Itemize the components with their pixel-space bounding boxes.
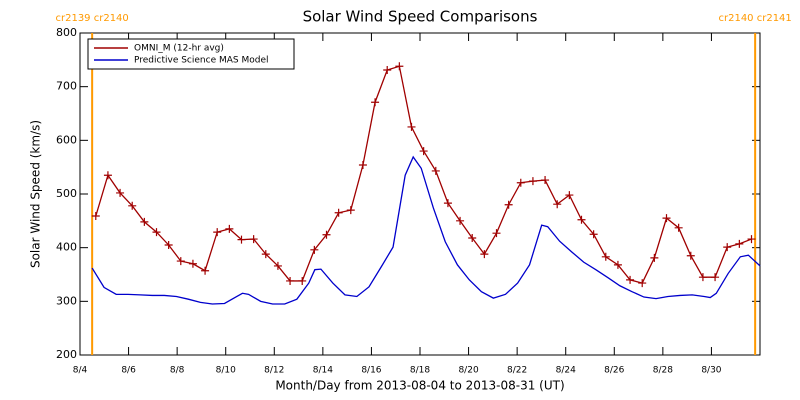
point-marker <box>334 208 343 217</box>
legend-label: OMNI_M (12-hr avg) <box>134 44 224 54</box>
point-marker <box>286 276 295 285</box>
x-tick-label: 8/30 <box>701 366 721 376</box>
x-tick-label: 8/28 <box>653 366 673 376</box>
x-axis-label: Month/Day from 2013-08-04 to 2013-08-31 … <box>275 379 564 393</box>
point-marker <box>528 177 537 186</box>
point-marker <box>456 216 465 225</box>
point-marker <box>553 200 562 209</box>
point-marker <box>140 217 149 226</box>
point-marker <box>237 235 246 244</box>
point-marker <box>504 200 513 209</box>
point-marker <box>686 251 695 260</box>
point-marker <box>589 230 598 239</box>
x-tick-label: 8/8 <box>170 366 185 376</box>
x-tick-label: 8/20 <box>458 366 478 376</box>
point-marker <box>626 275 635 284</box>
point-marker <box>735 239 744 248</box>
point-marker <box>650 253 659 262</box>
x-tick-label: 8/4 <box>73 366 88 376</box>
y-tick-label: 500 <box>56 187 77 200</box>
point-marker <box>638 279 647 288</box>
point-marker <box>261 250 270 259</box>
x-tick-label: 8/14 <box>313 366 333 376</box>
x-tick-label: 8/26 <box>604 366 624 376</box>
y-tick-label: 300 <box>56 294 77 307</box>
point-marker <box>698 273 707 282</box>
point-marker <box>723 243 732 252</box>
point-marker <box>371 98 380 107</box>
x-tick-label: 8/10 <box>216 366 236 376</box>
y-axis-label: Solar Wind Speed (km/s) <box>29 120 43 268</box>
annotation: cr2140 cr2141 <box>718 13 791 24</box>
x-tick-label: 8/24 <box>556 366 576 376</box>
point-marker <box>213 228 222 237</box>
point-marker <box>298 276 307 285</box>
chart-title: Solar Wind Speed Comparisons <box>303 8 538 26</box>
point-marker <box>188 259 197 268</box>
y-tick-label: 200 <box>56 348 77 361</box>
point-marker <box>91 212 100 221</box>
point-marker <box>322 230 331 239</box>
point-marker <box>310 245 319 254</box>
point-marker <box>383 66 392 75</box>
point-marker <box>577 215 586 224</box>
point-marker <box>358 161 367 170</box>
x-tick-label: 8/18 <box>410 366 430 376</box>
annotation: cr2139 cr2140 <box>55 13 128 24</box>
point-marker <box>662 214 671 223</box>
x-tick-label: 8/16 <box>361 366 381 376</box>
point-marker <box>273 261 282 270</box>
point-marker <box>419 147 428 156</box>
point-marker <box>711 273 720 282</box>
y-tick-label: 400 <box>56 241 77 254</box>
point-marker <box>492 229 501 238</box>
point-marker <box>431 166 440 175</box>
y-tick-label: 800 <box>56 26 77 39</box>
series-line <box>91 155 761 305</box>
point-marker <box>346 206 355 215</box>
point-marker <box>407 122 416 131</box>
point-marker <box>395 62 404 71</box>
y-tick-label: 600 <box>56 133 77 146</box>
x-tick-label: 8/6 <box>121 366 136 376</box>
point-marker <box>443 199 452 208</box>
point-marker <box>249 235 258 244</box>
point-marker <box>152 228 161 237</box>
plot-frame <box>79 32 761 356</box>
legend-box <box>87 38 295 70</box>
point-marker <box>613 260 622 269</box>
x-tick-label: 8/12 <box>264 366 284 376</box>
point-marker <box>747 235 756 244</box>
x-tick-label: 8/22 <box>507 366 527 376</box>
point-marker <box>116 188 125 197</box>
point-marker <box>541 176 550 185</box>
point-marker <box>601 252 610 261</box>
y-tick-label: 700 <box>56 80 77 93</box>
point-marker <box>225 224 234 233</box>
point-marker <box>164 240 173 249</box>
legend-label: Predictive Science MAS Model <box>134 56 269 66</box>
point-marker <box>128 201 137 210</box>
point-marker <box>176 257 185 266</box>
point-marker <box>674 223 683 232</box>
point-marker <box>201 266 210 275</box>
point-marker <box>516 178 525 187</box>
point-marker <box>103 171 112 180</box>
point-marker <box>565 191 574 200</box>
point-marker <box>480 250 489 259</box>
point-marker <box>468 234 477 243</box>
